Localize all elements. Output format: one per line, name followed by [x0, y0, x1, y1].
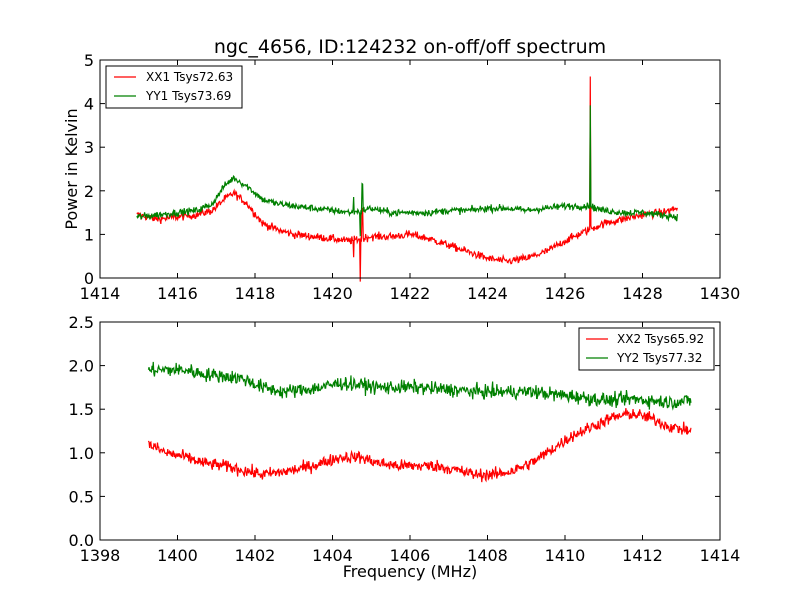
top-series-line-0: [136, 76, 678, 282]
top-legend: XX1 Tsys72.63 YY1 Tsys73.69: [105, 65, 243, 109]
bottom-ticks-layer: 1398 1400 1402 1404 1406 1408 1410 1412 1414 0.0 0…: [69, 313, 741, 565]
bottom-chart: 1398 1400 1402 1404 1406 1408 1410 1412 1414 0.0 0…: [69, 313, 741, 581]
bottom-x-tick-label: 1398: [80, 546, 121, 565]
top-chart-title: ngc_4656, ID:124232 on-off/off spectrum: [214, 36, 606, 58]
top-x-tick-label: 1418: [235, 284, 276, 303]
top-y-axis-label: Power in Kelvin: [62, 108, 81, 229]
bottom-x-tick-label: 1404: [312, 546, 353, 565]
top-x-tick-label: 1428: [622, 284, 663, 303]
top-y-tick-label: 3: [84, 138, 94, 157]
top-legend-box: [105, 65, 243, 109]
bottom-legend-label-1: YY2 Tsys77.32: [616, 351, 702, 365]
bottom-legend-box: [578, 327, 715, 371]
bottom-series-layer: [147, 361, 692, 483]
bottom-x-tick-label: 1410: [545, 546, 586, 565]
top-x-tick-label: 1420: [312, 284, 353, 303]
bottom-legend-label-0: XX2 Tsys65.92: [617, 332, 704, 346]
top-legend-label-0: XX1 Tsys72.63: [146, 70, 233, 84]
top-y-tick-label: 0: [84, 269, 94, 288]
bottom-y-tick-label: 1.5: [69, 400, 94, 419]
bottom-x-tick-label: 1402: [235, 546, 276, 565]
top-y-tick-label: 1: [84, 225, 94, 244]
bottom-x-tick-label: 1408: [467, 546, 508, 565]
top-x-tick-label: 1430: [700, 284, 741, 303]
bottom-series-line-0: [147, 408, 692, 483]
top-x-tick-label: 1424: [467, 284, 508, 303]
bottom-x-axis-label: Frequency (MHz): [343, 562, 477, 581]
top-x-tick-label: 1414: [80, 284, 121, 303]
bottom-legend: XX2 Tsys65.92 YY2 Tsys77.32: [578, 327, 715, 371]
top-x-tick-label: 1416: [157, 284, 198, 303]
bottom-x-tick-label: 1406: [390, 546, 431, 565]
bottom-series-line-1: [147, 361, 692, 411]
bottom-y-tick-label: 2.5: [69, 313, 94, 332]
top-y-tick-label: 2: [84, 182, 94, 201]
top-chart: ngc_4656, ID:124232 on-off/off spectrum …: [62, 36, 740, 303]
top-y-tick-label: 4: [84, 95, 94, 114]
top-series-line-1: [136, 105, 678, 237]
bottom-x-tick-label: 1414: [700, 546, 741, 565]
bottom-x-tick-label: 1400: [157, 546, 198, 565]
top-ticks-layer: 1414 1416 1418 1420 1422 1424 1426 1428 1430 0 1 2 3…: [80, 51, 741, 303]
bottom-y-tick-label: 0.5: [69, 487, 94, 506]
top-x-tick-label: 1422: [390, 284, 431, 303]
top-x-tick-label: 1426: [545, 284, 586, 303]
top-y-tick-label: 5: [84, 51, 94, 70]
bottom-y-tick-label: 2.0: [69, 357, 94, 376]
top-series-layer: [136, 76, 678, 282]
bottom-y-tick-label: 0.0: [69, 531, 94, 550]
top-legend-label-1: YY1 Tsys73.69: [145, 89, 231, 103]
bottom-x-tick-label: 1412: [622, 546, 663, 565]
bottom-y-tick-label: 1.0: [69, 444, 94, 463]
